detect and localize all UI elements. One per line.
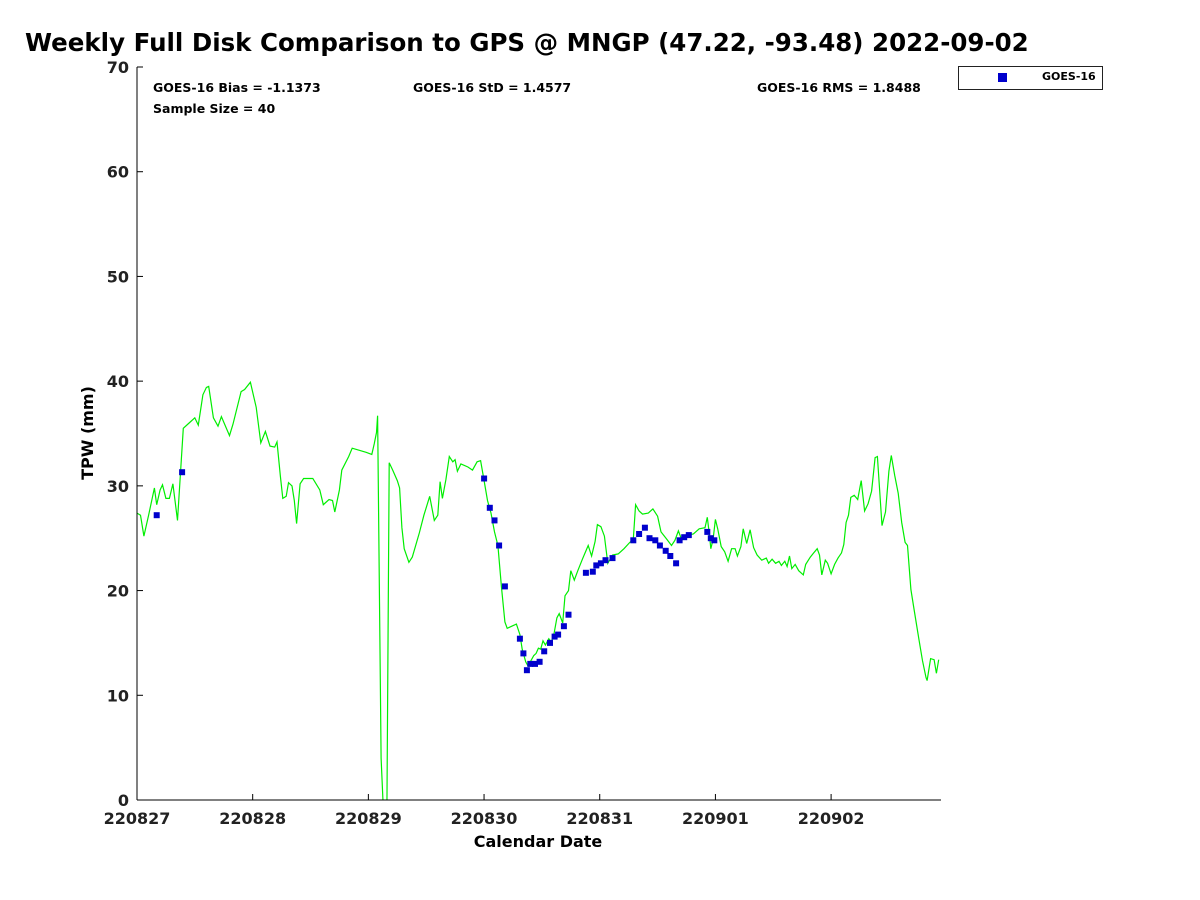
goes16-point-10	[527, 660, 534, 667]
std-stat: GOES-16 StD = 1.4577	[413, 80, 572, 95]
goes16-point-17	[560, 623, 567, 630]
goes16-point-11	[532, 660, 538, 667]
goes16-point-16	[555, 631, 562, 638]
x-tick-label: 220830	[451, 809, 518, 828]
goes16-point-30	[656, 542, 663, 549]
legend: GOES-16	[958, 66, 1103, 90]
y-tick-label: 40	[107, 372, 129, 391]
y-tick-label: 50	[107, 267, 129, 286]
y-tick-label: 70	[107, 58, 129, 77]
goes16-point-38	[707, 535, 714, 542]
goes16-point-37	[704, 528, 711, 535]
goes16-point-1	[179, 469, 186, 476]
gps-line	[137, 380, 940, 800]
goes16-point-22	[597, 560, 604, 567]
goes16-point-0	[153, 512, 160, 519]
x-tick-label: 220828	[219, 809, 286, 828]
goes16-point-15	[551, 633, 558, 640]
y-tick-label: 30	[107, 477, 129, 496]
goes16-point-9	[523, 667, 530, 674]
y-tick-label: 60	[107, 163, 129, 182]
y-tick-label: 0	[118, 791, 129, 810]
x-tick-label: 220901	[682, 809, 749, 828]
goes16-point-13	[541, 648, 548, 655]
goes16-point-23	[602, 557, 609, 564]
legend-marker-goes16	[998, 73, 1007, 82]
x-tick-label: 220831	[566, 809, 633, 828]
gps-series	[137, 380, 940, 800]
goes16-point-26	[636, 531, 643, 537]
goes16-point-29	[652, 537, 659, 544]
goes16-point-39	[711, 537, 718, 544]
goes16-point-21	[593, 562, 600, 569]
goes16-point-35	[681, 534, 688, 541]
rms-stat: GOES-16 RMS = 1.8488	[757, 80, 921, 95]
goes16-point-2	[481, 475, 488, 482]
goes16-point-6	[501, 583, 508, 590]
goes16-point-18	[565, 611, 572, 618]
y-axis-label: TPW (mm)	[78, 386, 97, 480]
goes16-point-32	[667, 553, 674, 559]
goes16-point-27	[641, 524, 648, 531]
goes16-point-7	[516, 635, 523, 642]
axes: 0 10 20 30 40 50 60 70 220827 220828 220829 220830 2…	[104, 58, 941, 828]
goes16-point-19	[582, 569, 589, 576]
goes16-point-20	[589, 568, 596, 575]
goes16-point-4	[491, 517, 498, 524]
x-tick-label: 220829	[335, 809, 402, 828]
goes16-point-33	[673, 560, 680, 567]
y-tick-label: 20	[107, 582, 129, 601]
goes16-point-24	[609, 555, 616, 562]
goes16-point-28	[646, 535, 653, 542]
bias-stat: GOES-16 Bias = -1.1373	[153, 80, 321, 95]
x-axis-label: Calendar Date	[474, 832, 603, 851]
chart-title: Weekly Full Disk Comparison to GPS @ MNG…	[25, 28, 1029, 57]
goes16-point-8	[520, 650, 527, 657]
goes16-point-25	[630, 537, 637, 544]
goes16-point-12	[536, 658, 543, 665]
goes16-point-34	[676, 537, 683, 544]
x-tick-label: 220902	[798, 809, 865, 828]
goes16-series	[153, 469, 718, 674]
goes16-point-3	[486, 504, 493, 511]
goes16-point-5	[496, 542, 503, 549]
goes16-point-14	[547, 639, 553, 646]
goes16-point-36	[685, 532, 692, 539]
legend-label-goes16: GOES-16	[1042, 70, 1096, 83]
x-tick-label: 220827	[104, 809, 171, 828]
sample-size-stat: Sample Size = 40	[153, 101, 276, 116]
goes16-point-31	[662, 547, 669, 554]
y-tick-label: 10	[107, 686, 129, 705]
